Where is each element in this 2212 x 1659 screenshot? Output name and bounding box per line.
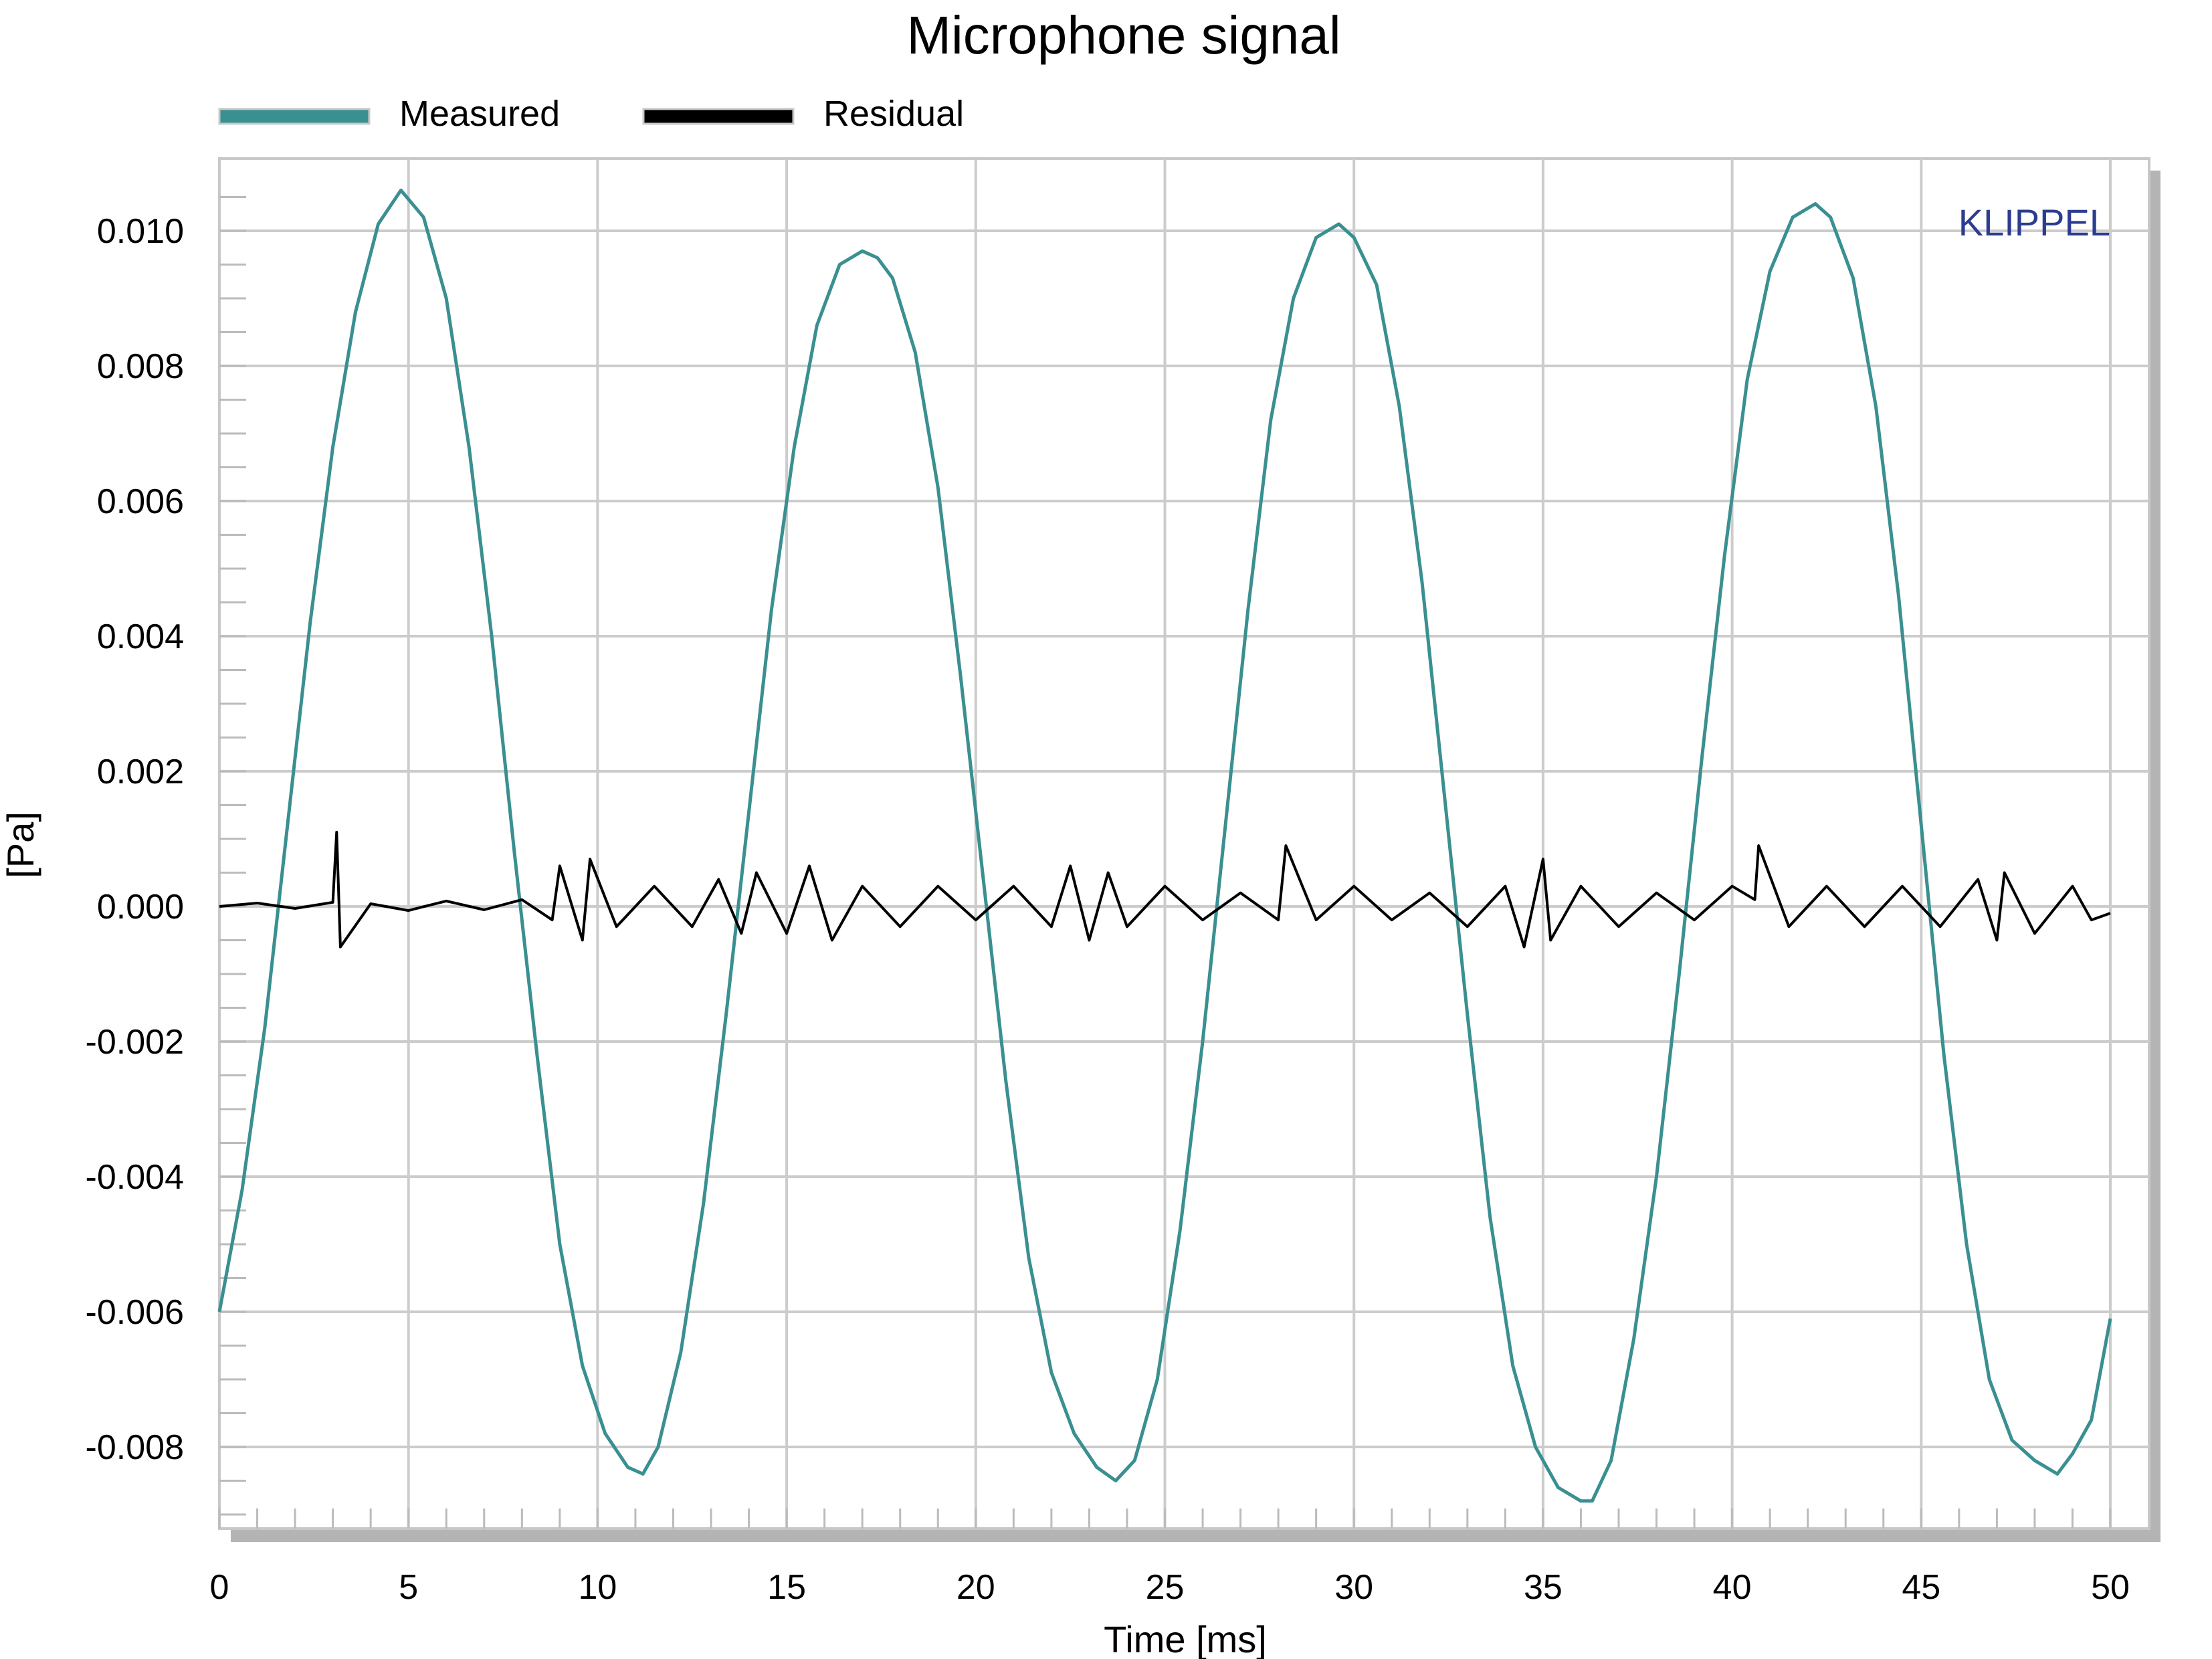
y-tick-label: -0.002 <box>86 1023 184 1062</box>
y-tick-label: 0.000 <box>97 888 184 926</box>
y-tick-label: -0.006 <box>86 1293 184 1332</box>
legend-swatch-residual <box>642 108 795 125</box>
legend-swatch-measured <box>218 108 371 125</box>
x-tick-label: 30 <box>1334 1568 1373 1607</box>
y-tick-labels: -0.008 -0.006 -0.004 -0.002 0.000 0.002 0.004 0… <box>86 212 184 1467</box>
series-lines <box>217 188 2112 1503</box>
chart-title: Microphone signal <box>906 5 1340 65</box>
x-tick-label: 35 <box>1524 1568 1563 1607</box>
x-tick-label: 0 <box>210 1568 229 1607</box>
watermark-text: KLIPPEL <box>1958 201 2110 243</box>
series-line-measured <box>217 188 2112 1503</box>
y-tick-label: 0.002 <box>97 753 184 791</box>
y-tick-label: -0.004 <box>86 1158 184 1197</box>
x-tick-label: 15 <box>767 1568 806 1607</box>
grid <box>219 159 2149 1529</box>
y-axis-label: [Pa] <box>0 811 41 878</box>
plot-area <box>218 157 2150 1530</box>
x-tick-label: 10 <box>578 1568 617 1607</box>
legend-label-measured: Measured <box>399 94 560 134</box>
y-tick-label: 0.006 <box>97 482 184 521</box>
minor-ticks <box>218 196 2112 1529</box>
x-tick-label: 25 <box>1146 1568 1185 1607</box>
series-line-residual <box>219 830 2111 949</box>
plot-shadow-bottom <box>231 1529 2160 1542</box>
y-tick-label: 0.008 <box>97 347 184 386</box>
x-tick-label: 40 <box>1713 1568 1752 1607</box>
x-tick-labels: 0 5 10 15 20 25 30 35 40 45 50 <box>210 1568 2130 1607</box>
y-tick-label: -0.008 <box>86 1428 184 1467</box>
legend-label-residual: Residual <box>823 94 964 134</box>
x-tick-label: 20 <box>957 1568 995 1607</box>
x-axis-label: Time [ms] <box>1104 1618 1267 1659</box>
x-tick-label: 45 <box>1902 1568 1940 1607</box>
x-tick-label: 5 <box>399 1568 418 1607</box>
x-tick-label: 50 <box>2091 1568 2130 1607</box>
y-tick-label: 0.010 <box>97 212 184 251</box>
y-tick-label: 0.004 <box>97 617 184 656</box>
legend: Measured Residual <box>218 94 964 134</box>
